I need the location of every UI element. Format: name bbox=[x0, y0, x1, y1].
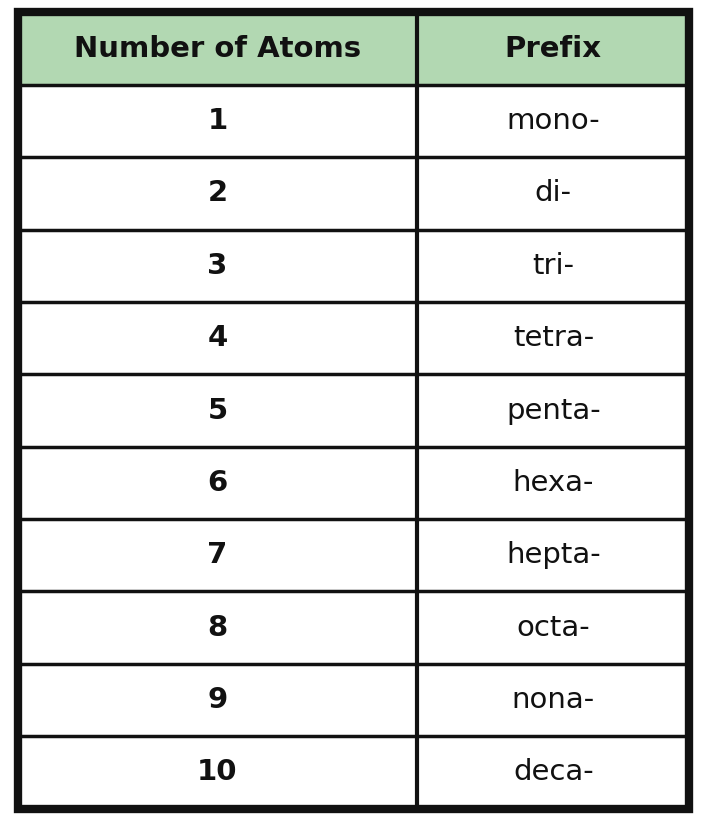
Text: deca-: deca- bbox=[513, 759, 594, 787]
Text: nona-: nona- bbox=[512, 686, 595, 714]
Text: 4: 4 bbox=[207, 324, 228, 352]
Text: 1: 1 bbox=[207, 107, 228, 135]
Text: 7: 7 bbox=[207, 541, 228, 569]
Text: 2: 2 bbox=[207, 179, 228, 208]
Text: 8: 8 bbox=[207, 613, 228, 642]
Text: Number of Atoms: Number of Atoms bbox=[74, 34, 361, 62]
Text: Prefix: Prefix bbox=[505, 34, 602, 62]
Text: di-: di- bbox=[534, 179, 572, 208]
Text: hepta-: hepta- bbox=[506, 541, 601, 569]
Text: tetra-: tetra- bbox=[513, 324, 594, 352]
Text: octa-: octa- bbox=[517, 613, 590, 642]
Text: 10: 10 bbox=[197, 759, 238, 787]
Text: 9: 9 bbox=[207, 686, 228, 714]
Text: 3: 3 bbox=[207, 252, 228, 280]
Text: 6: 6 bbox=[207, 469, 228, 497]
Text: tri-: tri- bbox=[532, 252, 574, 280]
Text: 5: 5 bbox=[207, 397, 228, 424]
Text: penta-: penta- bbox=[506, 397, 601, 424]
Text: hexa-: hexa- bbox=[513, 469, 594, 497]
Bar bbox=[18, 12, 417, 85]
Text: mono-: mono- bbox=[506, 107, 600, 135]
Bar bbox=[417, 12, 689, 85]
